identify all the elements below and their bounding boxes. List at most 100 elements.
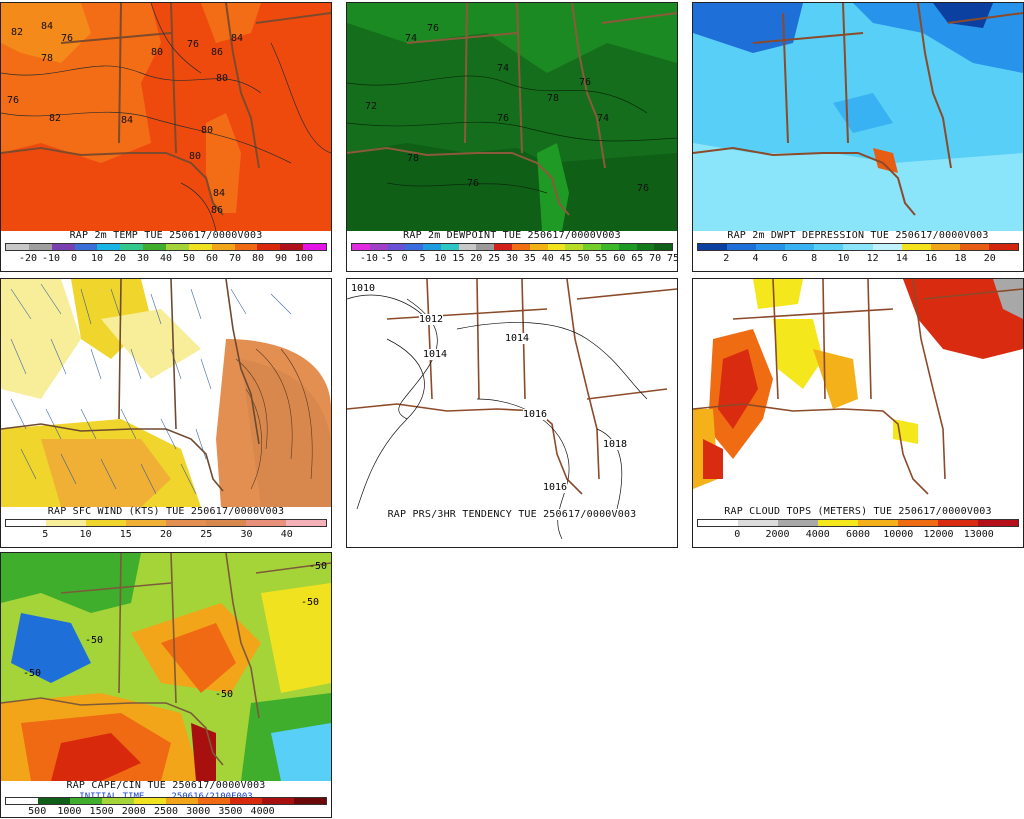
scale-swatch	[858, 520, 898, 526]
panel-cloud-tops: RAP CLOUD TOPS (METERS) TUE 250617/0000V…	[692, 278, 1024, 548]
contour-label: 1014	[505, 333, 530, 344]
scale-tick-label: 1500	[89, 806, 114, 817]
scale-swatch	[778, 520, 818, 526]
scale-swatch	[727, 244, 757, 250]
scale-tick-label: 50	[577, 253, 590, 264]
panel-2m-dewpoint: RAP 2m DEWPOINT TUE 250617/0000V003 -10-…	[346, 2, 678, 272]
scale-swatch	[814, 244, 844, 250]
scale-tick-label: -5	[380, 253, 393, 264]
contour-label: 76	[497, 113, 510, 124]
scale-tick-label: 16	[925, 253, 938, 264]
scale-tick-label: 4	[752, 253, 759, 264]
contour-label: 80	[201, 125, 214, 136]
scale-swatch	[818, 520, 858, 526]
scale-tick-label: -20	[18, 253, 38, 264]
scale-swatch	[102, 798, 134, 804]
scale-swatch	[512, 244, 530, 250]
scale-swatch	[166, 798, 198, 804]
scale-swatch	[476, 244, 495, 250]
color-scale-bar	[697, 243, 1019, 251]
scale-swatch	[872, 244, 902, 250]
cloud-tops-map	[693, 279, 1023, 507]
scale-tick-label: 25	[488, 253, 501, 264]
scale-tick-label: 30	[136, 253, 150, 264]
contour-label: 78	[41, 53, 54, 64]
scale-swatch	[126, 520, 166, 526]
contour-label: 76	[637, 183, 650, 194]
scale-swatch	[303, 244, 327, 250]
contour-label: 1010	[351, 283, 376, 294]
scale-swatch	[458, 244, 477, 250]
scale-swatch	[843, 244, 873, 250]
contour-label: 80	[151, 47, 164, 58]
panel-title: RAP 2m DEWPOINT TUE 250617/0000V003	[403, 230, 621, 241]
scale-tick-label: 45	[559, 253, 572, 264]
scale-tick-label: 3000	[186, 806, 211, 817]
scale-swatch	[785, 244, 815, 250]
scale-swatch	[166, 244, 189, 250]
scale-swatch	[188, 244, 212, 250]
contour-label: 76	[427, 23, 440, 34]
scale-swatch	[74, 244, 98, 250]
panel-cape-cin: -50 -50 -50 -50 -50 RAP CAPE/CIN TUE 250…	[0, 552, 332, 818]
scale-swatch	[246, 520, 286, 526]
pressure-tendency-map	[347, 279, 677, 544]
scale-swatch	[134, 798, 166, 804]
dwpt-depression-map	[693, 3, 1023, 231]
contour-label: 86	[211, 205, 224, 216]
scale-tick-label: 6	[781, 253, 788, 264]
scale-ticks: 0 2000 4000 6000 10000 12000 13000	[697, 529, 1019, 541]
temp-map	[1, 3, 331, 231]
scale-swatch	[698, 244, 728, 250]
scale-swatch	[636, 244, 655, 250]
scale-swatch	[234, 244, 258, 250]
scale-tick-label: 13000	[963, 529, 994, 540]
scale-swatch	[738, 520, 778, 526]
scale-ticks: 5 10 15 20 25 30 40	[5, 529, 327, 541]
scale-tick-label: 5	[42, 529, 49, 540]
contour-label: 82	[49, 113, 62, 124]
scale-tick-label: 50	[182, 253, 196, 264]
color-scale-bar	[5, 243, 327, 251]
scale-swatch	[494, 244, 513, 250]
scale-swatch	[440, 244, 459, 250]
dewpoint-map	[347, 3, 677, 231]
scale-tick-label: 10	[837, 253, 850, 264]
scale-swatch	[294, 798, 326, 804]
scale-swatch	[51, 244, 75, 250]
scale-tick-label: 14	[895, 253, 908, 264]
scale-swatch	[262, 798, 294, 804]
scale-swatch	[86, 520, 126, 526]
contour-label: 1016	[543, 482, 568, 493]
panel-title: RAP SFC WIND (KTS) TUE 250617/0000V003	[47, 506, 285, 517]
scale-tick-label: 35	[523, 253, 536, 264]
scale-swatch	[938, 520, 978, 526]
contour-label: 76	[467, 178, 480, 189]
scale-tick-label: 15	[452, 253, 465, 264]
scale-tick-label: 20	[470, 253, 483, 264]
scale-tick-label: 90	[274, 253, 288, 264]
scale-tick-label: 2500	[153, 806, 179, 817]
panel-pressure-tendency: RAP PRS/3HR TENDENCY TUE 250617/0000V003…	[346, 278, 678, 548]
contour-label: 84	[41, 21, 54, 32]
scale-swatch	[959, 244, 989, 250]
contour-label: 74	[497, 63, 510, 74]
contour-label: 76	[61, 33, 74, 44]
contour-label: 1014	[423, 349, 448, 360]
panel-2m-temp: RAP 2m TEMP TUE 250617/0000V003 -20 -10 0 1…	[0, 2, 332, 272]
contour-label: 76	[7, 95, 20, 106]
scale-swatch	[600, 244, 619, 250]
contour-label: 78	[407, 153, 420, 164]
scale-swatch	[756, 244, 786, 250]
panel-title: RAP PRS/3HR TENDENCY TUE 250617/0000V003	[347, 509, 677, 520]
scale-swatch	[583, 244, 601, 250]
scale-tick-label: 6000	[845, 529, 871, 540]
contour-label: -50	[23, 668, 42, 679]
scale-tick-label: 80	[251, 253, 265, 264]
contour-label: -50	[309, 561, 328, 572]
scale-tick-label: 500	[28, 806, 47, 817]
panel-dwpt-depression: RAP 2m DWPT DEPRESSION TUE 250617/0000V0…	[692, 2, 1024, 272]
scale-swatch	[6, 798, 38, 804]
scale-swatch	[901, 244, 931, 250]
contour-label: -50	[85, 635, 104, 646]
